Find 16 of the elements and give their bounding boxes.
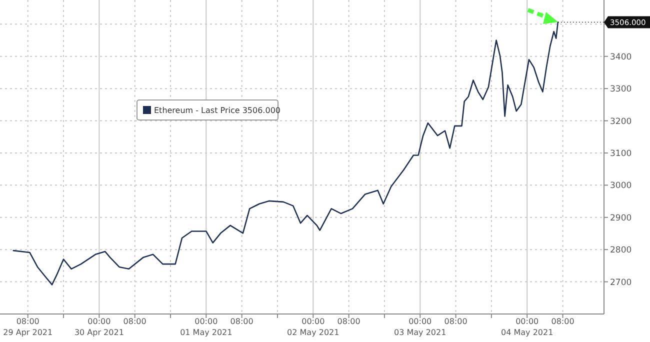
x-tick-label: 08:00 29 Apr 2021 xyxy=(3,317,53,337)
x-tick-label: 08:00 xyxy=(230,317,254,326)
x-tick-label: 08:00 xyxy=(123,317,146,326)
legend-label: Ethereum - Last Price 3506.000 xyxy=(154,106,280,115)
y-tick-label: 3400 xyxy=(610,52,632,62)
y-tick-label: 2800 xyxy=(610,246,632,256)
y-tick-label: 3100 xyxy=(610,148,632,159)
y-tick-label: 3300 xyxy=(610,84,632,95)
x-tick-label: 08:00 xyxy=(444,317,468,326)
x-tick-label: 08:00 xyxy=(337,317,360,326)
y-tick-label: 3000 xyxy=(610,181,632,192)
y-tick-label: 2900 xyxy=(610,213,632,224)
y-tick-label: 2700 xyxy=(610,278,632,288)
x-tick-label: 00:00 30 Apr 2021 xyxy=(74,317,124,337)
x-tick-label: 08:00 xyxy=(551,317,574,326)
y-tick-label: 3200 xyxy=(610,116,632,127)
